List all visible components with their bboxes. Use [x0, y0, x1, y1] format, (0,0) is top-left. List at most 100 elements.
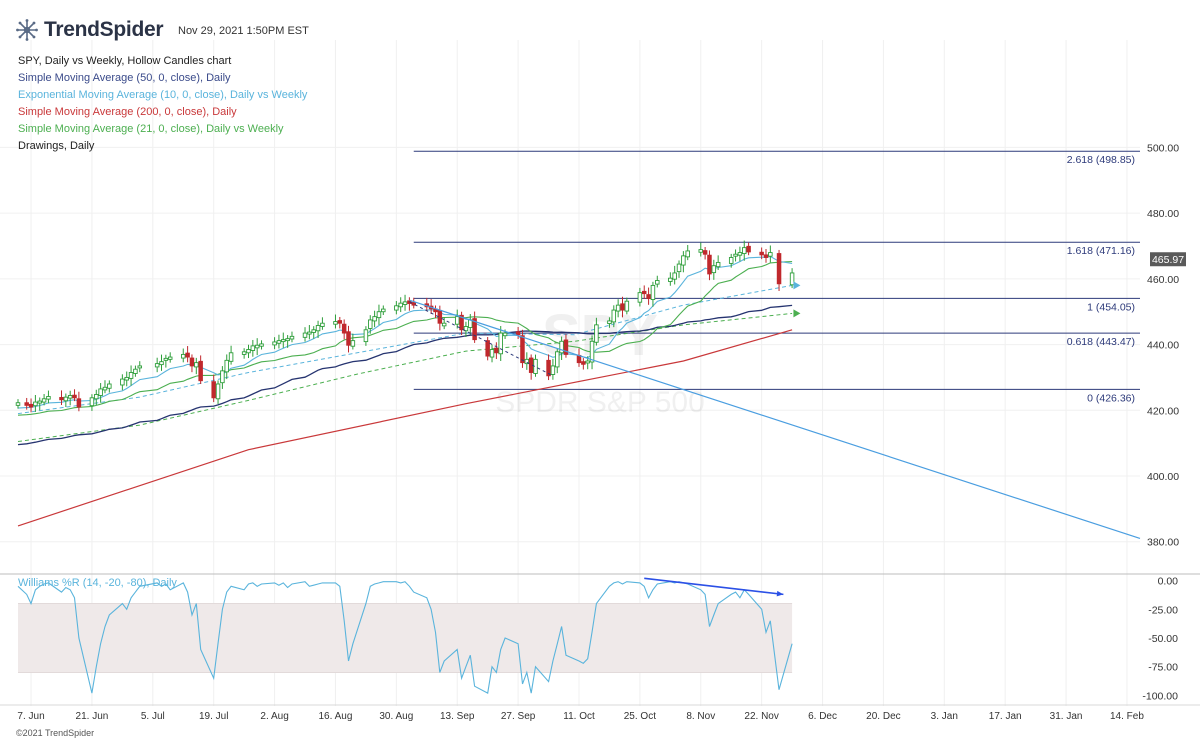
candle-body: [181, 353, 186, 359]
candle-body: [211, 381, 216, 399]
candle-body: [485, 340, 490, 357]
time-tick-label: 22. Nov: [744, 711, 778, 722]
candle-body: [776, 253, 782, 285]
time-tick-label: 17. Jan: [989, 711, 1022, 722]
candle-body: [502, 332, 508, 337]
candle-body: [611, 309, 617, 323]
divergence-arrowhead: [776, 590, 784, 597]
brand-name: TrendSpider: [44, 18, 164, 41]
candle-body: [737, 252, 743, 256]
candle-body: [650, 284, 656, 301]
legend-item[interactable]: Simple Moving Average (50, 0, close), Da…: [18, 72, 231, 84]
candle-body: [220, 370, 225, 384]
williams-r-line: [17, 581, 793, 694]
candle-body: [768, 252, 773, 257]
time-tick-label: 21. Jun: [76, 711, 109, 722]
candle-body: [789, 272, 795, 286]
legend-item[interactable]: Simple Moving Average (21, 0, close), Da…: [18, 123, 284, 135]
time-tick-label: 5. Jul: [141, 711, 165, 722]
candle-body: [581, 361, 586, 365]
ema-10-weekly-line: [17, 284, 793, 415]
time-tick-label: 16. Aug: [319, 711, 353, 722]
candle-body: [707, 254, 712, 275]
candle-body: [285, 338, 290, 342]
candle-body: [315, 325, 321, 332]
brand-logo: TrendSpider: [16, 18, 164, 42]
candlesticks: [15, 240, 795, 413]
candle-body: [185, 352, 190, 358]
candle-body: [228, 352, 234, 362]
candle-body: [742, 247, 747, 255]
candle-body: [668, 277, 673, 282]
last-price-tag: 465.97: [1150, 252, 1186, 267]
candle-body: [320, 322, 325, 327]
time-tick-label: 20. Dec: [866, 711, 900, 722]
candle-body: [454, 316, 460, 325]
candle-body: [250, 345, 256, 351]
candle-body: [494, 347, 499, 354]
candle-body: [676, 263, 682, 273]
price-tick-label: 500.00: [1147, 142, 1179, 154]
drawings: [409, 281, 1141, 539]
ma-marker: [793, 281, 801, 290]
legend-item[interactable]: Simple Moving Average (200, 0, close), D…: [18, 106, 237, 118]
time-tick-label: 2. Aug: [260, 711, 288, 722]
candle-body: [398, 302, 403, 308]
candle-body: [698, 249, 704, 253]
candle-body: [194, 362, 199, 368]
candle-body: [733, 253, 738, 257]
fib-level-label: 0 (426.36): [1087, 392, 1135, 404]
candle-body: [128, 372, 134, 379]
candle-body: [72, 394, 77, 399]
candle-body: [67, 395, 73, 399]
candle-body: [515, 331, 521, 336]
candle-body: [681, 255, 686, 266]
legend-item[interactable]: Drawings, Daily: [18, 140, 95, 152]
candle-body: [763, 254, 769, 258]
indicator-legend: SPY, Daily vs Weekly, Hollow Candles cha…: [18, 53, 307, 155]
candle-body: [559, 340, 564, 354]
price-tick-label: 400.00: [1147, 471, 1179, 483]
candle-body: [585, 360, 590, 364]
candle-body: [715, 261, 721, 268]
candle-body: [546, 359, 551, 377]
candle-body: [520, 335, 525, 364]
price-tick-label: 380.00: [1147, 537, 1179, 549]
candle-body: [746, 245, 751, 253]
candle-body: [15, 402, 21, 406]
candle-body: [241, 351, 247, 355]
ema-10-line: [17, 255, 793, 409]
candle-body: [463, 326, 469, 332]
williams-r-panel: Williams %R (14, -20, -80), Daily 0.00 -2…: [0, 573, 1200, 702]
downtrend-line: [409, 299, 1141, 539]
time-tick-label: 3. Jan: [931, 711, 958, 722]
divergence-line: [644, 577, 784, 596]
candle-body: [394, 305, 399, 311]
candle-body: [33, 401, 38, 407]
ma-marker: [793, 309, 801, 318]
candle-body: [224, 359, 229, 373]
candle-body: [376, 311, 382, 319]
candle-body: [350, 340, 356, 347]
candle-body: [28, 403, 34, 408]
legend-item[interactable]: SPY, Daily vs Weekly, Hollow Candles cha…: [18, 55, 232, 67]
time-tick-label: 11. Oct: [563, 711, 595, 722]
candle-body: [615, 304, 621, 312]
candle-body: [159, 361, 164, 366]
sma-21-weekly-line: [17, 312, 793, 442]
candle-body: [728, 257, 734, 264]
sma-50-line: [17, 304, 793, 446]
candle-body: [24, 402, 29, 406]
fib-level-label: 1 (454.05): [1087, 301, 1135, 313]
time-tick-label: 6. Dec: [808, 711, 837, 722]
last-price-box: [1150, 252, 1186, 267]
legend-item[interactable]: Exponential Moving Average (10, 0, close…: [18, 89, 308, 101]
moving-averages: [17, 255, 793, 527]
candle-body: [472, 318, 477, 341]
time-tick-label: 7. Jun: [17, 711, 44, 722]
price-tick-label: 440.00: [1147, 340, 1179, 352]
candle-body: [646, 294, 651, 300]
candle-body: [363, 329, 369, 343]
fibonacci-levels: 2.618 (498.85) 1.618 (471.16) 1 (454.05) 0.…: [413, 150, 1140, 404]
